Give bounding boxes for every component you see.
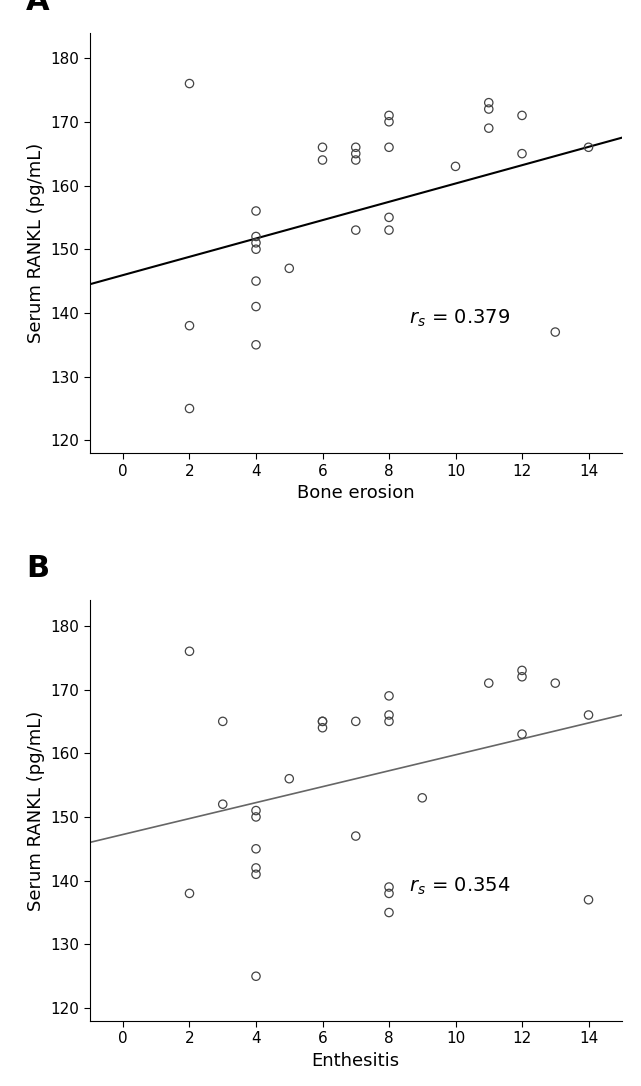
Point — [583, 139, 594, 156]
Text: B: B — [26, 555, 49, 583]
Point — [384, 106, 394, 124]
Point — [483, 119, 494, 137]
Point — [583, 892, 594, 909]
Text: $\mathit{r}$$_s$ = 0.354: $\mathit{r}$$_s$ = 0.354 — [409, 875, 510, 897]
Point — [384, 687, 394, 705]
Point — [317, 139, 328, 156]
Point — [317, 712, 328, 730]
Point — [384, 222, 394, 239]
Point — [251, 859, 261, 876]
Text: A: A — [26, 0, 49, 16]
Point — [351, 828, 361, 845]
Point — [251, 235, 261, 252]
Point — [384, 113, 394, 130]
Point — [550, 674, 560, 692]
Point — [251, 298, 261, 315]
Point — [384, 885, 394, 902]
Point — [251, 273, 261, 290]
Y-axis label: Serum RANKL (pg/mL): Serum RANKL (pg/mL) — [27, 710, 45, 911]
Point — [517, 668, 527, 685]
Point — [483, 100, 494, 117]
Point — [384, 209, 394, 226]
Point — [417, 790, 428, 807]
Point — [384, 139, 394, 156]
Point — [384, 712, 394, 730]
Point — [251, 240, 261, 257]
Point — [251, 228, 261, 245]
Point — [317, 712, 328, 730]
Point — [351, 151, 361, 168]
Point — [218, 712, 228, 730]
Point — [185, 75, 195, 92]
Point — [251, 841, 261, 858]
Point — [251, 202, 261, 219]
Point — [351, 139, 361, 156]
Point — [351, 144, 361, 162]
X-axis label: Bone erosion: Bone erosion — [297, 484, 415, 502]
Point — [284, 260, 294, 277]
Point — [517, 144, 527, 162]
Point — [317, 151, 328, 168]
Point — [251, 808, 261, 825]
Point — [185, 885, 195, 902]
Point — [517, 106, 527, 124]
X-axis label: Enthesitis: Enthesitis — [312, 1052, 400, 1070]
Point — [384, 879, 394, 896]
Point — [550, 324, 560, 341]
Text: $\mathit{r}$$_s$ = 0.379: $\mathit{r}$$_s$ = 0.379 — [409, 308, 510, 329]
Point — [483, 674, 494, 692]
Point — [251, 801, 261, 819]
Point — [251, 336, 261, 353]
Point — [185, 317, 195, 334]
Point — [351, 222, 361, 239]
Point — [185, 643, 195, 660]
Point — [517, 725, 527, 743]
Point — [218, 796, 228, 813]
Point — [517, 661, 527, 679]
Point — [384, 904, 394, 921]
Y-axis label: Serum RANKL (pg/mL): Serum RANKL (pg/mL) — [27, 142, 45, 343]
Point — [384, 706, 394, 723]
Point — [451, 157, 461, 175]
Point — [251, 866, 261, 883]
Point — [317, 719, 328, 736]
Point — [583, 706, 594, 723]
Point — [284, 770, 294, 787]
Point — [251, 968, 261, 985]
Point — [483, 94, 494, 112]
Point — [351, 712, 361, 730]
Point — [185, 400, 195, 417]
